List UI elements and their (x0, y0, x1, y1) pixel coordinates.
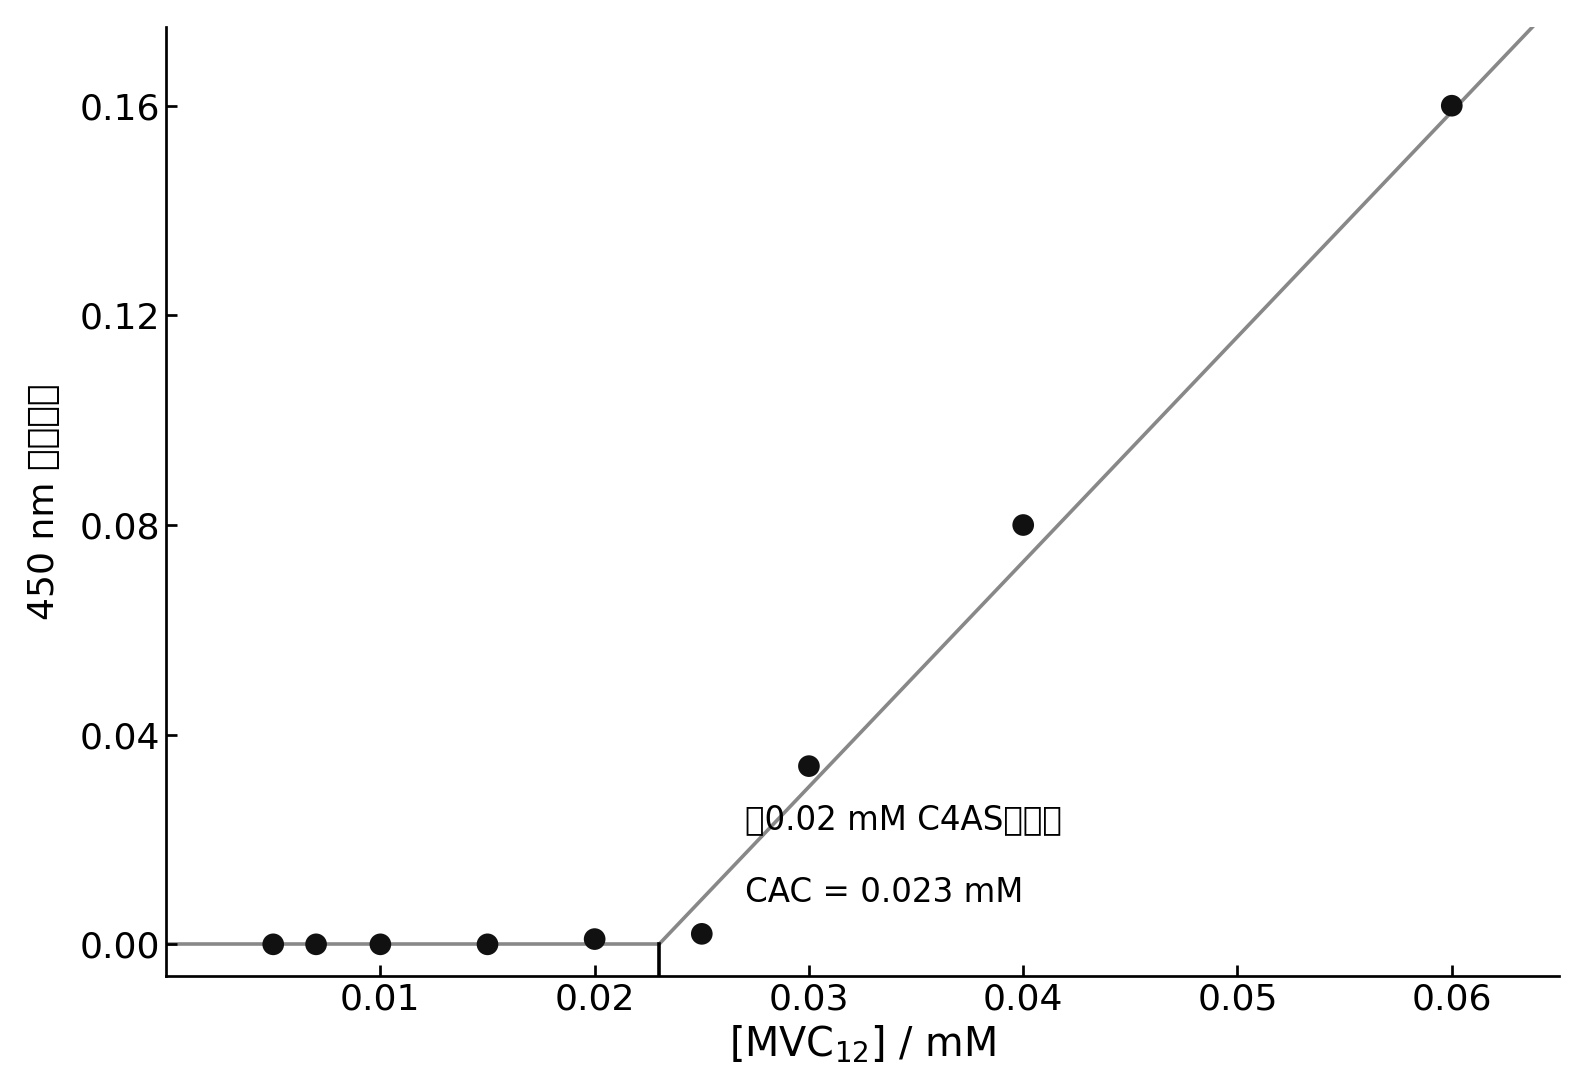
Point (474, 936, 500, 953)
Point (260, 936, 285, 953)
Point (1010, 517, 1036, 534)
X-axis label: [MVC$_{12}$] / mM: [MVC$_{12}$] / mM (730, 1023, 996, 1065)
Point (582, 930, 607, 948)
Point (368, 936, 393, 953)
Point (688, 925, 714, 942)
Point (796, 758, 822, 775)
Y-axis label: 450 nm 处吸光度: 450 nm 处吸光度 (27, 383, 62, 619)
Point (303, 936, 328, 953)
Text: CAC = 0.023 mM: CAC = 0.023 mM (745, 877, 1023, 910)
Point (1439, 97, 1464, 115)
Text: 在0.02 mM C4AS存在下: 在0.02 mM C4AS存在下 (745, 803, 1061, 836)
